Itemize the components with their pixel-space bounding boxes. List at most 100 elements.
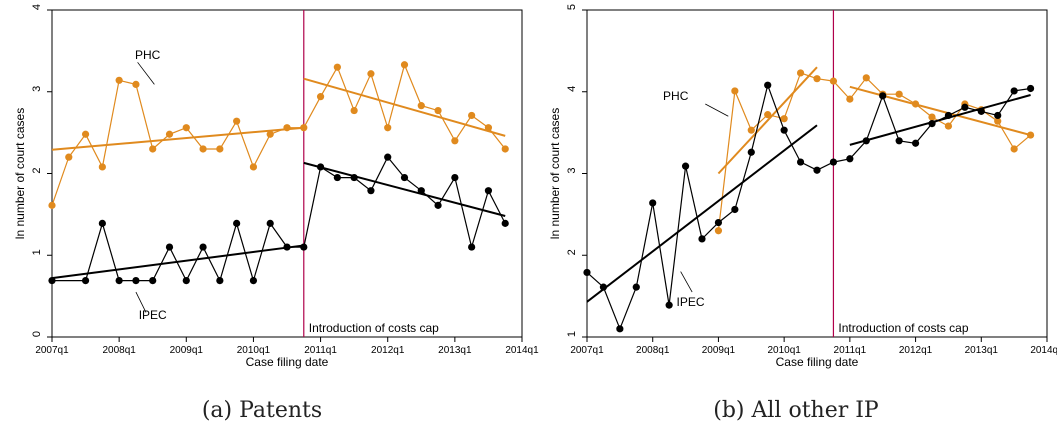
x-tick-label: 2011q1 — [834, 345, 867, 356]
data-point-phc — [98, 163, 106, 171]
data-point-ipec — [350, 173, 358, 182]
data-point-phc — [468, 111, 476, 120]
data-point-ipec — [216, 276, 224, 285]
data-point-ipec — [115, 276, 123, 285]
series-line-ipec — [52, 156, 506, 283]
series-label-leader — [705, 103, 729, 117]
data-point-phc — [149, 145, 157, 153]
data-point-ipec — [48, 276, 56, 285]
x-tick-label: 2014q1 — [1030, 345, 1057, 356]
series-label-leader — [135, 291, 147, 313]
x-tick-label: 2013q1 — [965, 345, 999, 356]
data-point-ipec — [1026, 84, 1035, 93]
data-point-ipec — [81, 276, 90, 285]
data-point-ipec — [468, 243, 476, 251]
data-point-ipec — [813, 166, 821, 174]
data-point-phc — [266, 130, 274, 138]
data-point-ipec — [149, 276, 157, 285]
y-tick-label: 2 — [31, 167, 43, 173]
x-tick-label: 2012q1 — [899, 345, 933, 356]
data-point-ipec — [944, 111, 953, 120]
data-point-phc — [233, 117, 241, 125]
y-axis-title: ln number of court cases — [13, 108, 27, 239]
data-point-ipec — [829, 158, 838, 166]
data-point-phc — [400, 61, 409, 69]
data-point-ipec — [266, 219, 274, 227]
x-tick-label: 2011q1 — [304, 345, 337, 356]
data-point-ipec — [994, 111, 1002, 120]
data-point-ipec — [747, 148, 755, 156]
x-tick-label: 2009q1 — [702, 345, 736, 356]
series-label-phc: PHC — [135, 48, 161, 62]
plot-frame — [51, 9, 523, 338]
data-point-phc — [199, 145, 207, 153]
data-point-ipec — [764, 81, 772, 89]
series-label-ipec: IPEC — [139, 308, 167, 322]
data-point-phc — [1010, 145, 1018, 153]
data-point-ipec — [300, 243, 308, 251]
series-label-leader — [680, 271, 693, 293]
data-point-phc — [367, 70, 375, 78]
data-point-phc — [182, 124, 190, 132]
data-point-ipec — [632, 283, 640, 291]
series-label-phc: PHC — [663, 89, 689, 103]
x-tick-label: 2007q1 — [35, 345, 69, 356]
data-point-phc — [48, 201, 56, 209]
fit-line-ipec — [849, 94, 1031, 146]
data-point-phc — [714, 227, 723, 235]
data-point-ipec — [384, 153, 392, 161]
data-point-phc — [65, 153, 73, 161]
data-point-ipec — [367, 187, 375, 195]
data-point-phc — [862, 74, 870, 82]
fit-line-ipec — [586, 124, 818, 303]
x-axis-title: Case filing date — [246, 355, 329, 369]
data-point-phc — [333, 63, 341, 71]
x-tick-label: 2010q1 — [237, 345, 271, 356]
data-point-ipec — [714, 218, 723, 227]
data-point-ipec — [665, 301, 673, 309]
data-point-ipec — [780, 126, 788, 134]
data-point-phc — [451, 137, 459, 145]
fit-line-phc — [303, 77, 506, 137]
data-point-ipec — [862, 137, 870, 145]
caption-patents: (a) Patents — [202, 398, 322, 423]
data-point-ipec — [249, 276, 258, 285]
data-point-phc — [764, 111, 772, 119]
series-line-ipec — [586, 83, 1031, 331]
y-tick-label: 2 — [566, 249, 578, 255]
costs-cap-label: Introduction of costs cap — [309, 321, 439, 335]
data-point-phc — [216, 145, 224, 153]
y-tick-label: 3 — [566, 167, 578, 173]
data-point-phc — [132, 80, 140, 88]
data-point-phc — [928, 113, 936, 121]
data-point-ipec — [599, 283, 608, 291]
y-tick-label: 0 — [31, 331, 43, 337]
data-point-phc — [350, 106, 358, 115]
data-point-ipec — [434, 201, 442, 209]
data-point-phc — [484, 124, 493, 132]
x-tick-label: 2012q1 — [371, 345, 405, 356]
data-point-ipec — [649, 199, 657, 207]
data-point-ipec — [132, 276, 140, 285]
data-point-phc — [895, 90, 903, 98]
x-tick-label: 2008q1 — [636, 345, 670, 356]
y-tick-label: 4 — [566, 86, 578, 92]
data-point-phc — [796, 69, 805, 77]
data-point-ipec — [681, 162, 690, 170]
chart-panel-1: 0 1 2 3 4 2007q1 2008q1 2009q1 2010q1 2011q1 2012q… — [13, 4, 539, 369]
x-tick-label: 2007q1 — [570, 345, 604, 356]
x-tick-label: 2013q1 — [438, 345, 472, 356]
data-point-phc — [81, 130, 90, 138]
data-point-ipec — [961, 103, 969, 111]
series-label-leader — [137, 62, 155, 85]
data-point-phc — [813, 75, 821, 83]
fit-line-ipec — [51, 244, 304, 280]
data-point-phc — [417, 102, 425, 110]
data-point-phc — [165, 130, 174, 138]
y-axis-title: ln number of court cases — [548, 108, 562, 239]
x-tick-label: 2009q1 — [170, 345, 204, 356]
data-point-ipec — [316, 163, 325, 171]
data-point-ipec — [796, 158, 805, 166]
data-point-phc — [1026, 131, 1035, 139]
